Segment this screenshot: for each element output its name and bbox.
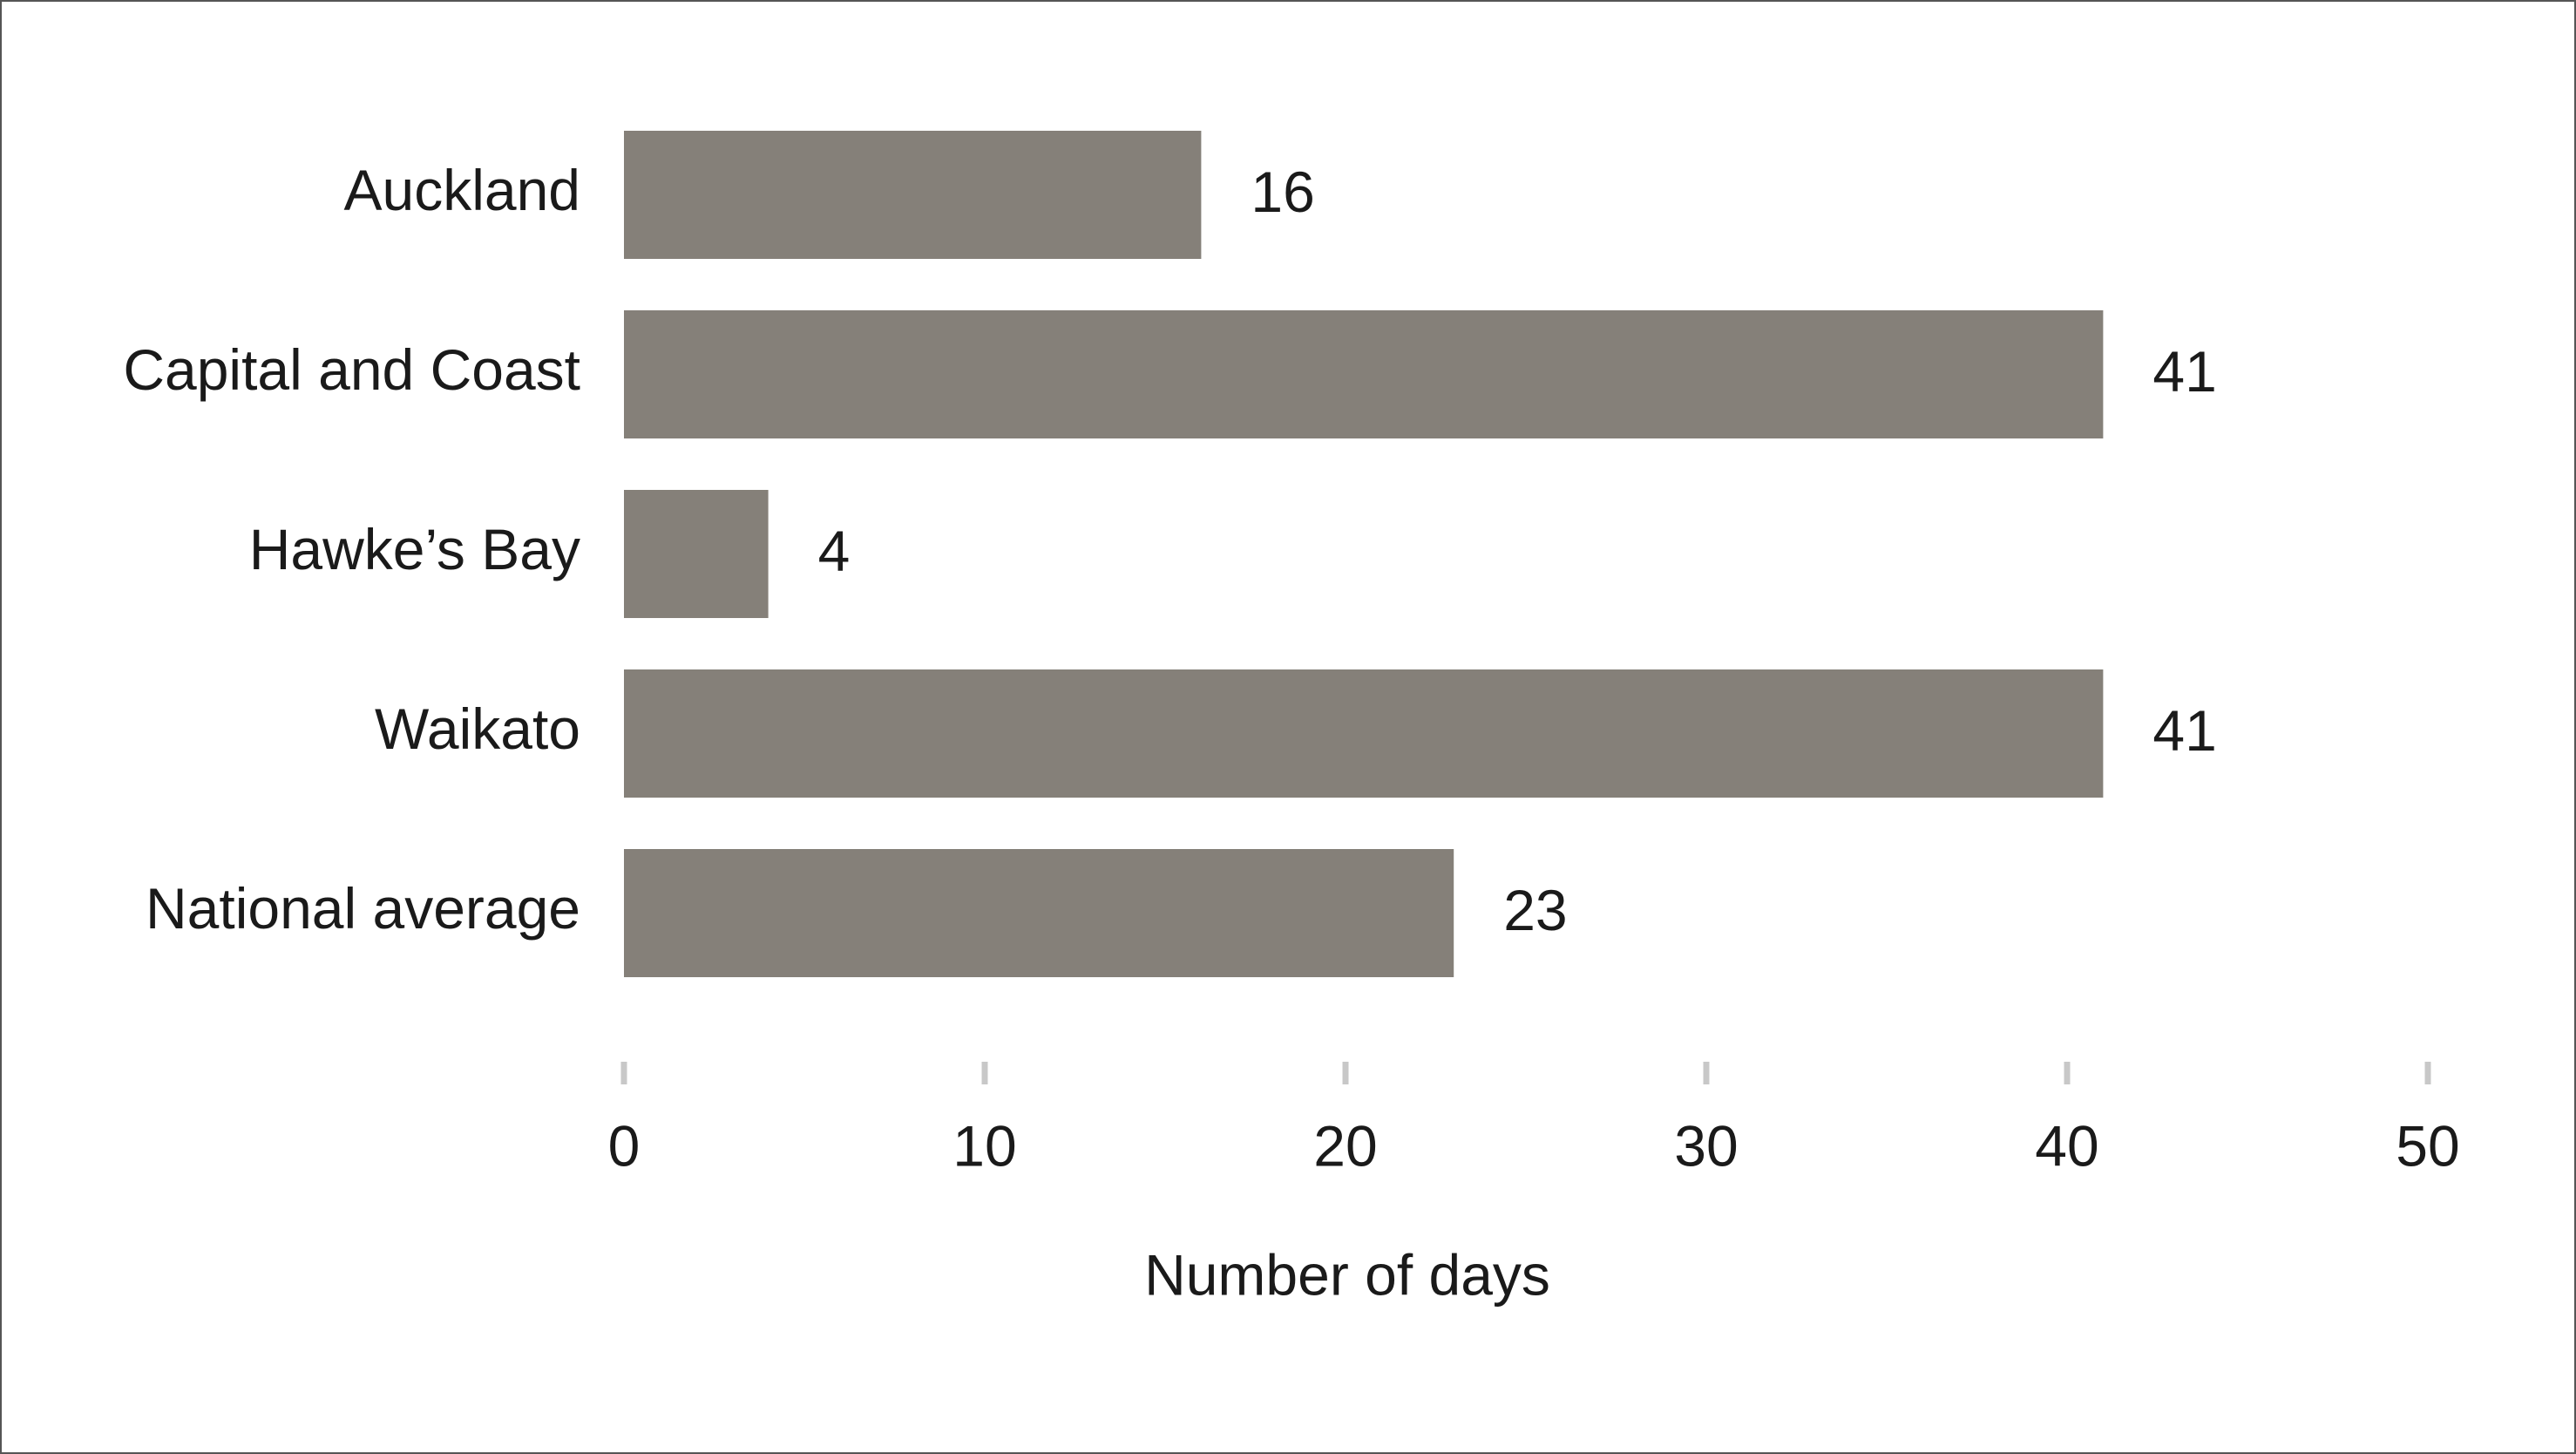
- y-tick-label: National average: [146, 876, 580, 941]
- x-axis-label: Number of days: [1144, 1242, 1550, 1307]
- bar: [624, 849, 1454, 977]
- bar: [624, 669, 2104, 798]
- bar: [624, 131, 1202, 259]
- y-tick-label: Auckland: [343, 158, 580, 222]
- bar: [624, 490, 769, 618]
- x-tick-label: 20: [1313, 1113, 1377, 1178]
- y-tick-label: Hawke’s Bay: [249, 517, 580, 581]
- x-tick-label: 0: [608, 1113, 641, 1178]
- x-tick-label: 50: [2396, 1113, 2459, 1178]
- x-tick-label: 40: [2035, 1113, 2098, 1178]
- value-label: 4: [818, 519, 851, 583]
- x-tick-label: 10: [952, 1113, 1016, 1178]
- value-label: 16: [1251, 160, 1314, 224]
- y-tick-label: Waikato: [375, 696, 580, 761]
- value-label: 41: [2152, 339, 2216, 404]
- y-tick-label: Capital and Coast: [123, 337, 580, 402]
- value-label: 23: [1503, 878, 1567, 942]
- x-tick-label: 30: [1674, 1113, 1738, 1178]
- bar: [624, 310, 2104, 438]
- value-label: 41: [2152, 698, 2216, 763]
